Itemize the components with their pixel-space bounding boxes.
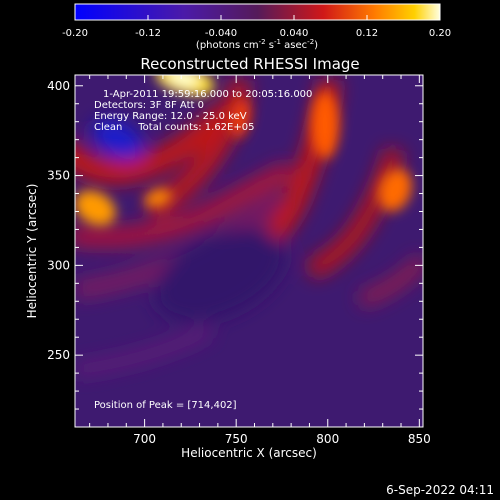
heatmap-orange-lobe-5: [229, 98, 251, 138]
annotation-clean-counts: Clean Total counts: 1.62E+05: [94, 122, 254, 133]
colorbar-tick-label: 0.20: [429, 28, 451, 39]
x-tick-label: 700: [133, 432, 156, 446]
axis-ticks: 700 750 800 850 250 300 350 400: [47, 75, 431, 446]
colorbar-ticks: -0.20 -0.12 -0.040 0.040 0.12 0.20: [62, 15, 451, 39]
heatmap-dark-lobe: [154, 228, 286, 322]
colorbar-frame: [74, 3, 441, 21]
y-tick-label: 350: [47, 169, 70, 183]
heatmap-red-band-1: [75, 102, 235, 184]
colorbar-tick-label: -0.20: [62, 28, 88, 39]
heatmap-orange-lobe-4: [144, 189, 172, 207]
y-tick-label: 400: [47, 79, 70, 93]
colorbar-gradient: [75, 4, 440, 20]
y-tick-label: 300: [47, 258, 70, 272]
colorbar-tick-label: 0.040: [280, 28, 309, 39]
y-tick-label: 250: [47, 348, 70, 362]
annotation-time-range: 1-Apr-2011 19:59:16.000 to 20:05:16.000: [103, 89, 312, 100]
colorbar-tick-label: 0.12: [356, 28, 378, 39]
chart-title: Reconstructed RHESSI Image: [140, 55, 359, 73]
footer-timestamp: 6-Sep-2022 04:11: [386, 483, 494, 497]
annotations: 1-Apr-2011 19:59:16.000 to 20:05:16.000 …: [94, 89, 312, 411]
annotation-peak-position: Position of Peak = [714,402]: [94, 400, 237, 411]
annotation-detectors: Detectors: 3F 8F Att 0: [94, 100, 204, 111]
colorbar-tick-label: -0.12: [135, 28, 161, 39]
x-tick-label: 850: [408, 432, 431, 446]
y-axis-label: Heliocentric Y (arcsec): [25, 184, 39, 319]
heatmap-orange-lobe-2: [311, 91, 339, 159]
colorbar: -0.20 -0.12 -0.040 0.040 0.12 0.20 (photons c…: [62, 3, 451, 51]
heatmap-image: [75, 75, 423, 427]
heatmap-red-band-3: [75, 161, 295, 248]
annotation-energy-range: Energy Range: 12.0 - 25.0 keV: [94, 111, 247, 122]
colorbar-tick-label: -0.040: [205, 28, 237, 39]
colorbar-unit-label: (photons cm-2 s-1 asec-2): [196, 38, 318, 51]
heatmap-hot-peak-core: [167, 75, 199, 87]
heatmap-faint-band: [75, 323, 214, 377]
x-axis-label: Heliocentric X (arcsec): [181, 446, 317, 460]
x-tick-label: 750: [225, 432, 248, 446]
heatmap-orange-lobe-1: [75, 190, 116, 226]
heatmap-blue-lobe: [92, 119, 144, 161]
heatmap-orange-lobe-3: [378, 168, 412, 212]
x-tick-label: 800: [316, 432, 339, 446]
plot-frame: [74, 74, 424, 428]
